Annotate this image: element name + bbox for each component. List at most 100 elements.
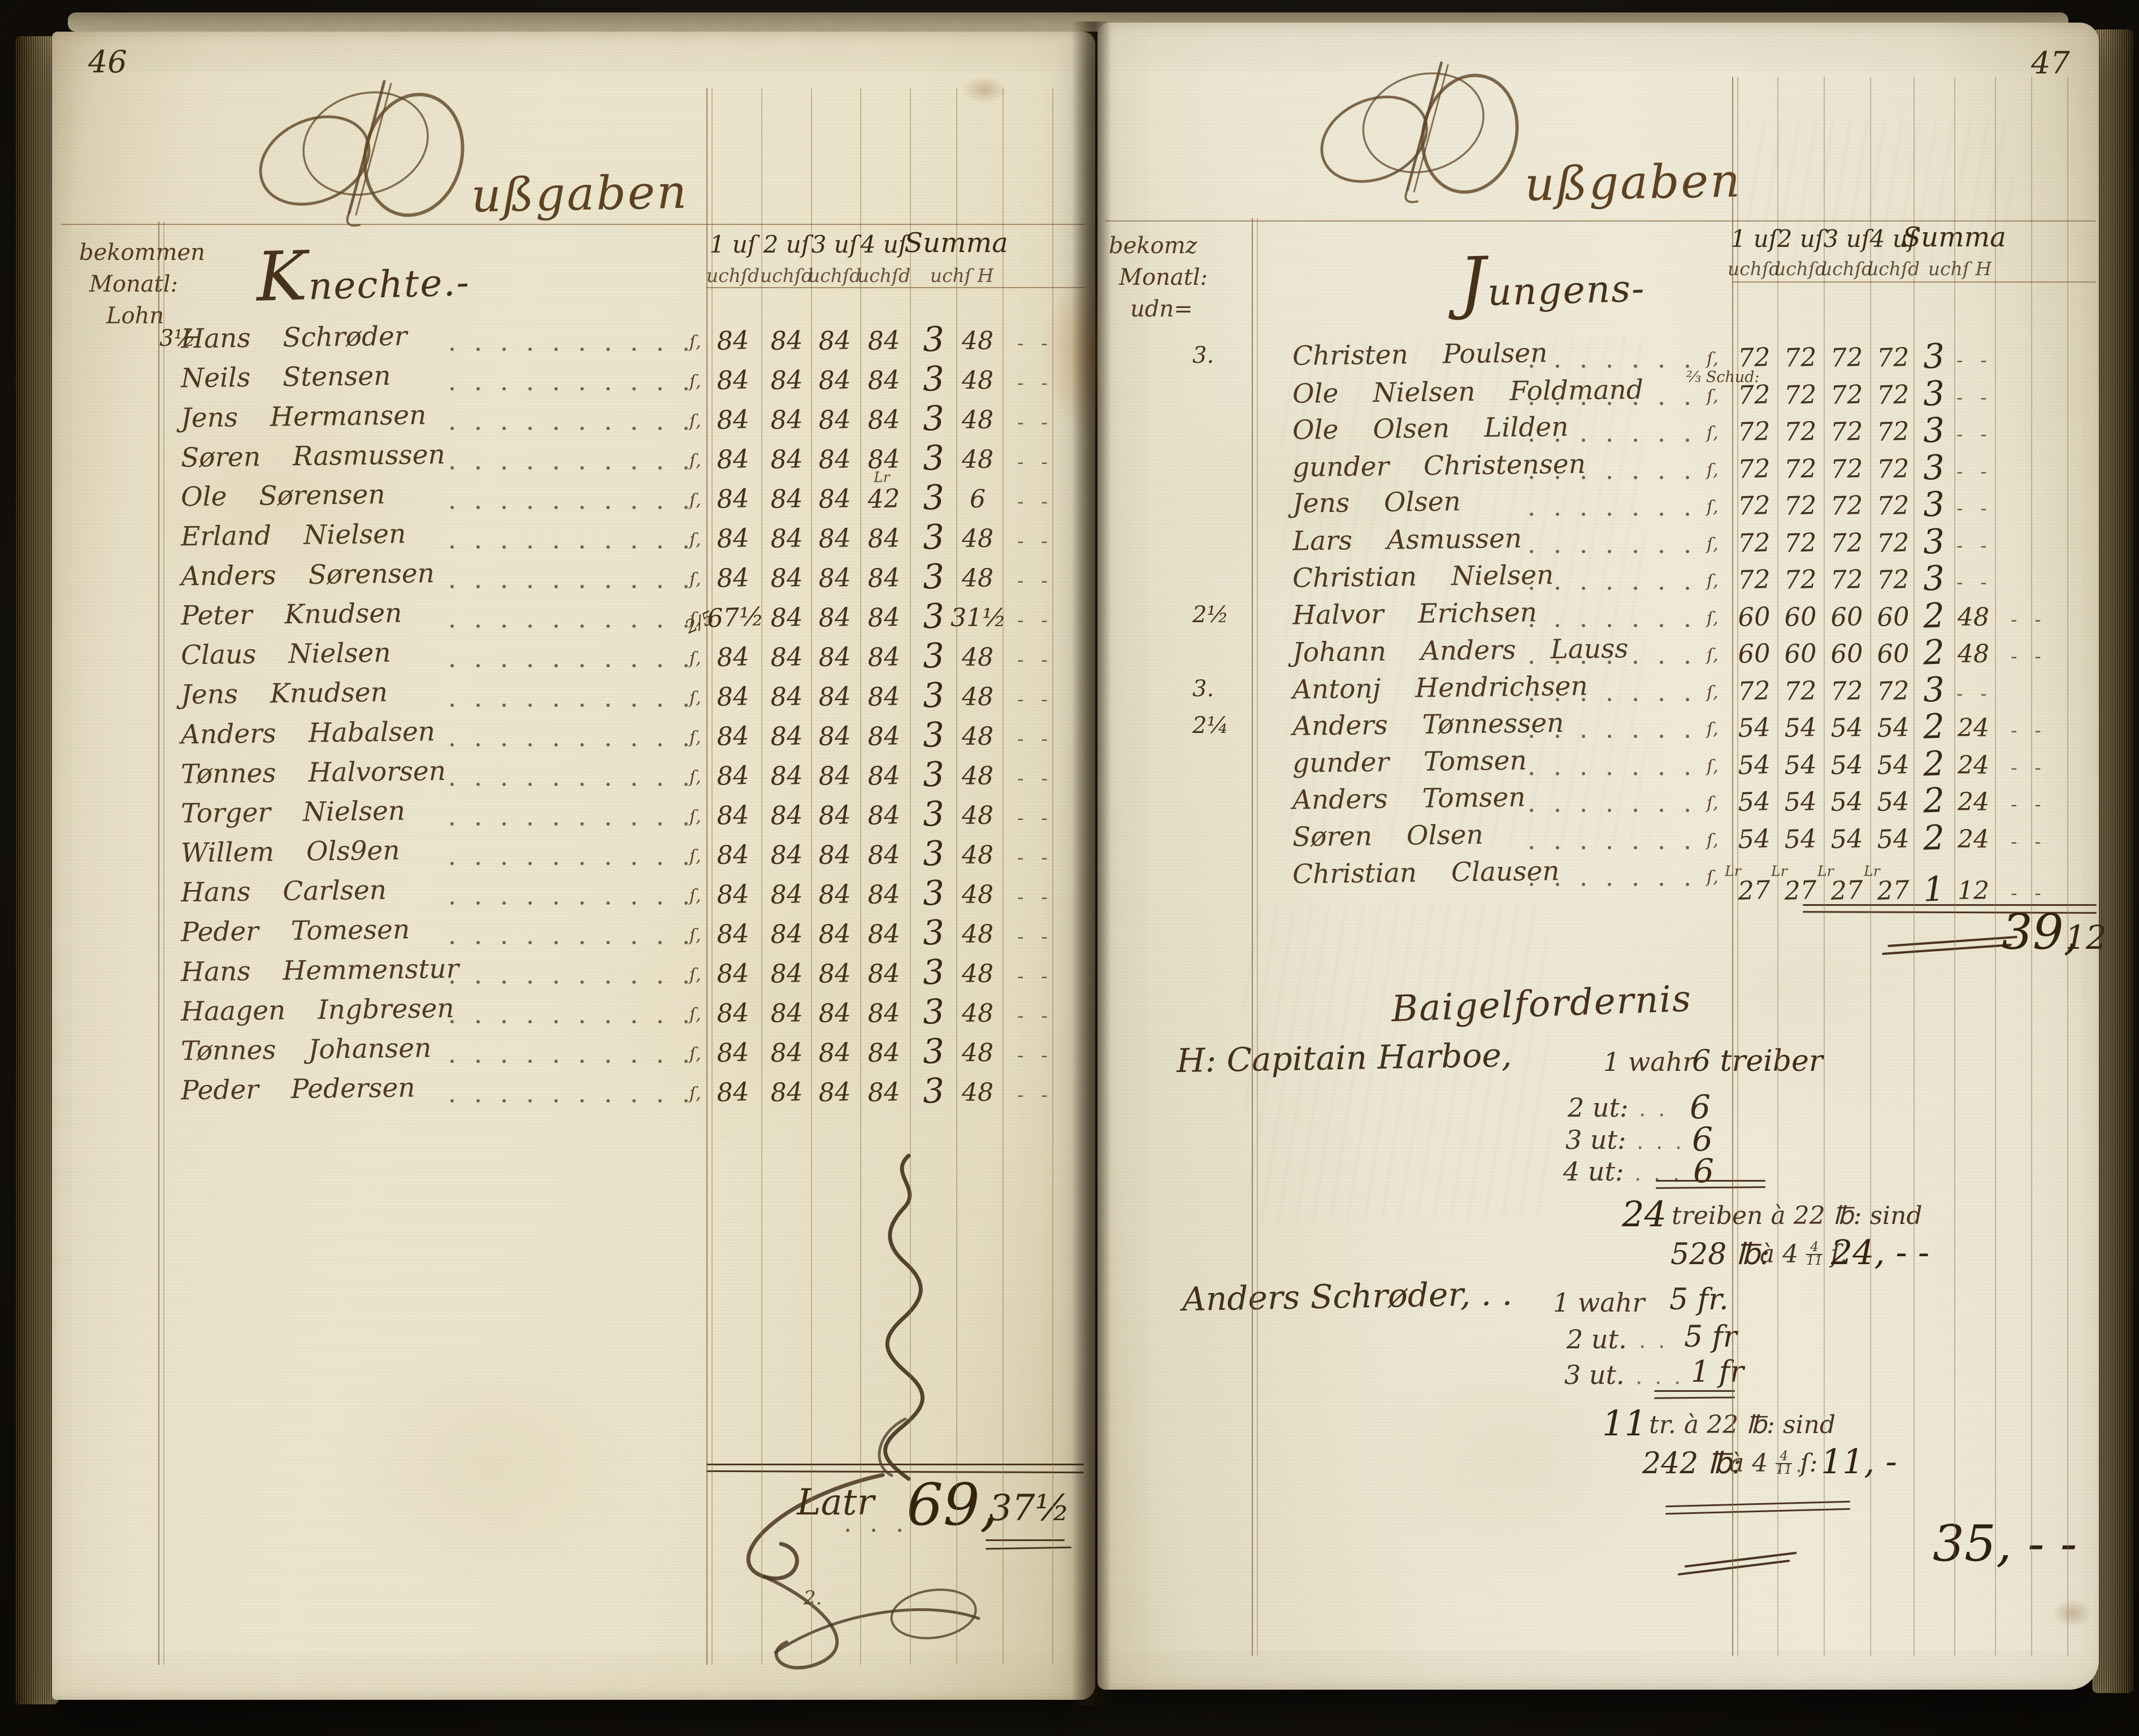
week-value: 84	[867, 325, 901, 356]
sum-skilling: 24	[1958, 714, 1989, 743]
leader-dots	[1530, 697, 1699, 702]
tick-mark: ſ,	[1707, 349, 1719, 369]
tick-mark: ſ,	[689, 1084, 701, 1104]
expense-sum-text: treiben à 22 ℔: sind	[1672, 1201, 1923, 1230]
week-value: 84	[867, 958, 901, 989]
week-value: 72	[1830, 564, 1864, 595]
expense-calc-amount: 242 ℔:	[1642, 1447, 1742, 1481]
week-value: 84	[770, 958, 804, 989]
week-value: 84	[818, 523, 852, 554]
tick-mark: ſ,	[689, 411, 701, 431]
tick-mark: ſ,	[1707, 387, 1719, 406]
week-value: 84	[716, 444, 750, 475]
row-name: Søren Rasmussen	[180, 439, 446, 474]
trailing-dash: - -	[1956, 349, 1993, 372]
week-value: 84	[770, 562, 804, 593]
row-name: Willem Ols9en	[180, 835, 400, 869]
week-value: 84	[867, 681, 901, 712]
row-name: Christian Clausen	[1292, 856, 1560, 890]
margin-note: 3½	[159, 326, 196, 351]
week-value: 72	[1784, 564, 1817, 595]
week-value: 84	[716, 364, 750, 396]
ink-squiggle-flourish	[878, 1153, 925, 1481]
vertical-rule	[910, 88, 911, 1665]
trailing-dash: - -	[1017, 728, 1053, 750]
expense-line-label: 4 ut:	[1563, 1156, 1624, 1187]
leader-dots	[450, 505, 688, 510]
leader-dots	[1530, 549, 1699, 554]
vertical-rule	[1870, 77, 1871, 1656]
rate-numerator: 4	[1806, 1241, 1823, 1256]
book-page-stack-left	[15, 36, 59, 1704]
week-value: 84	[716, 1037, 750, 1068]
week-value: 72	[1830, 490, 1864, 521]
row-name: Jens Knudsen	[180, 676, 388, 711]
vertical-rule	[711, 88, 713, 1665]
vertical-rule	[1252, 218, 1253, 1656]
row-name: Lars Asmussen	[1292, 523, 1522, 557]
week-value: 60	[1737, 638, 1771, 669]
sum-riksdaler: 3	[1922, 374, 1946, 414]
tick-mark: ſ,	[1707, 535, 1719, 554]
expense-line-label: 1 wahr	[1553, 1287, 1645, 1318]
sum-skilling: 48	[962, 880, 993, 909]
row-name: Søren Olsen	[1292, 819, 1484, 853]
sum-riksdaler: 3	[1922, 670, 1946, 710]
week-value: 84	[770, 1037, 804, 1068]
expense-line-label: 1 wahr	[1603, 1047, 1695, 1077]
vertical-rule	[1003, 88, 1004, 1665]
sum-rule	[1656, 1180, 1765, 1182]
week-value: 54	[1784, 749, 1817, 780]
week-value: 54	[1784, 712, 1817, 743]
paper-stain	[2053, 1599, 2092, 1628]
expense-sum-text: tr. à 22 ℔: sind	[1649, 1410, 1836, 1439]
tick-mark: ſ,	[1707, 645, 1719, 665]
row-name: Tønnes Halvorsen	[180, 756, 446, 790]
week-value: 84	[818, 997, 852, 1028]
week-value: 84	[818, 641, 852, 672]
week-value: 84	[867, 562, 901, 593]
column-header-summa: Summa	[904, 227, 1008, 259]
tick-mark: ſ,	[1707, 793, 1719, 813]
week-value: 84	[867, 721, 901, 752]
vertical-rule	[2031, 77, 2032, 1656]
week-value: 84	[716, 879, 750, 910]
margin-header-line: bekomz	[1109, 233, 1198, 259]
trailing-dash: - -	[2011, 831, 2047, 853]
week-value: 72	[1830, 527, 1864, 558]
sum-skilling: 48	[962, 762, 993, 791]
expense-calc-amount: 528 ℔:	[1671, 1238, 1770, 1271]
grand-total: 35, - -	[1933, 1514, 2077, 1573]
expense-section-title: Baigelfordernis	[1390, 978, 1693, 1031]
column-header: 2 uſ	[763, 231, 810, 258]
underline-flourish	[1677, 1559, 1790, 1576]
leader-dots	[450, 861, 688, 866]
tick-mark: ſ,	[1707, 497, 1719, 517]
rate-suffix: ſ:	[1800, 1449, 1818, 1478]
trailing-dash: - -	[1956, 535, 1993, 557]
week-value: 84	[770, 364, 804, 396]
vertical-rule	[1777, 77, 1778, 1656]
leader-dots	[450, 584, 688, 589]
week-value: 72	[1737, 379, 1771, 410]
sum-skilling: 48	[962, 801, 993, 830]
tick-mark: ſ,	[689, 649, 701, 669]
sum-skilling: 48	[962, 1039, 993, 1067]
week-value: 84	[867, 1037, 901, 1068]
leader-dots	[1617, 1178, 1680, 1181]
expense-line-value: 5 fr.	[1669, 1283, 1729, 1317]
tick-mark: ſ,	[689, 1005, 701, 1025]
sum-skilling: 6	[970, 485, 986, 514]
week-value: 84	[770, 997, 804, 1028]
grand-total-rule	[1665, 1500, 1850, 1508]
week-value: 72	[1830, 416, 1864, 447]
column-header: 4 uſ	[1869, 225, 1917, 253]
week-value: 84	[818, 404, 852, 435]
sum-skilling: 48	[962, 445, 993, 474]
leader-dots	[1619, 1381, 1684, 1385]
sum-skilling: 48	[962, 722, 993, 751]
sum-skilling: 24	[1958, 751, 1989, 780]
rate-prefix: à 4	[1760, 1240, 1799, 1269]
trailing-dash: - -	[2011, 609, 2047, 631]
column-header: 4 uſ	[860, 231, 908, 258]
